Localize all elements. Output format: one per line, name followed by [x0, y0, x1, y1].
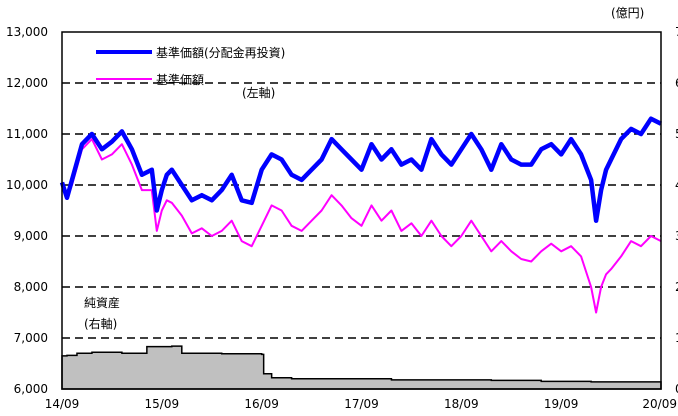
x-tick-label: 19/09 [544, 397, 579, 411]
y-left-tick-label: 8,000 [14, 280, 48, 294]
right-axis-unit-label: (億円) [611, 6, 644, 20]
y-right-tick-label: 500 [675, 127, 678, 141]
x-tick-label: 18/09 [444, 397, 479, 411]
y-left-tick-label: 7,000 [14, 331, 48, 345]
x-tick-label: 17/09 [344, 397, 379, 411]
y-right-tick-label: 200 [675, 280, 678, 294]
y-right-tick-label: 0 [675, 382, 678, 396]
y-right-tick-label: 300 [675, 229, 678, 243]
grid-lines [62, 82, 661, 339]
net-assets-label: 純資産 [84, 295, 120, 310]
y-right-tick-label: 700 [675, 25, 678, 39]
legend-label-reinvested: 基準価額(分配金再投資) [156, 45, 285, 60]
x-tick-label: 14/09 [45, 397, 80, 411]
y-left-tick-label: 10,000 [6, 178, 48, 192]
x-tick-label: 20/09 [642, 397, 677, 411]
y-left-tick-label: 13,000 [6, 25, 48, 39]
y-left-tick-label: 9,000 [14, 229, 48, 243]
legend: 基準価額(分配金再投資) 基準価額 [96, 45, 285, 87]
series-lines [59, 116, 663, 314]
series-area-net-assets [61, 345, 662, 390]
y-left-tick-label: 12,000 [6, 76, 48, 90]
y-right-tick-label: 400 [675, 178, 678, 192]
y-right-tick-label: 100 [675, 331, 678, 345]
y-right-tick-label: 600 [675, 76, 678, 90]
x-tick-label: 16/09 [244, 397, 279, 411]
y-left-tick-label: 6,000 [14, 382, 48, 396]
y-left-tick-label: 11,000 [6, 127, 48, 141]
series-line-nav-price [61, 138, 662, 314]
legend-label-nav-price: 基準価額 [156, 72, 204, 87]
series-line-reinvested [59, 116, 663, 223]
net-assets-area [61, 345, 662, 390]
plot-frame [61, 31, 662, 390]
x-tick-label: 15/09 [145, 397, 180, 411]
axis-ticks: 6,000 7,000 8,000 9,000 10,000 11,000 12,000 13… [6, 25, 678, 411]
net-assets-axis-note: (右軸) [84, 316, 117, 331]
left-axis-note: (左軸) [242, 85, 275, 100]
plot-border [61, 31, 662, 390]
